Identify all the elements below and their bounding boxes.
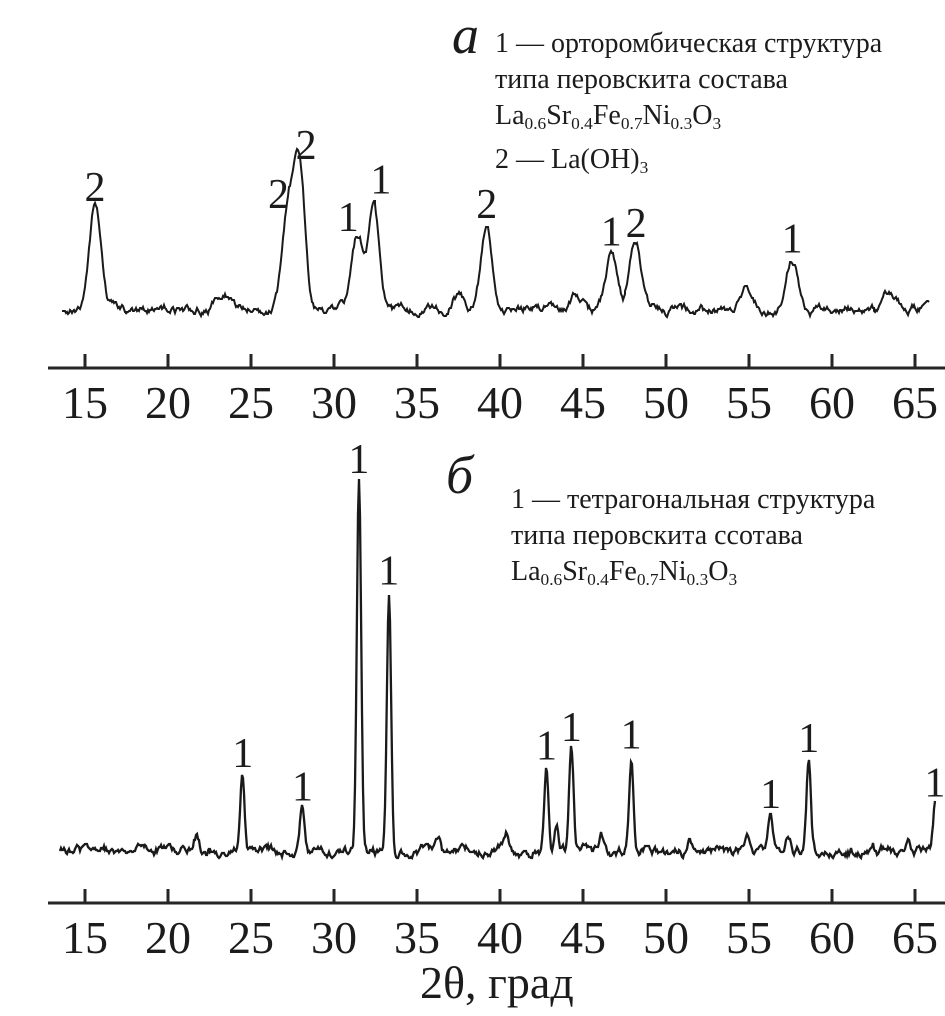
x-axis-tick-label: 30 [311,912,357,963]
x-axis-tick-label: 15 [62,377,108,428]
peak-label: 1 [370,158,391,204]
xrd-curve [62,147,930,320]
peak-label: 2 [84,165,105,211]
legend-text: Sr [546,100,572,131]
legend-text: типа перовскита состава [495,64,788,95]
x-axis-tick-label: 40 [477,377,523,428]
peak-label: 1 [782,217,803,263]
peak-label: 2 [268,172,289,218]
formula-subscript: 0.7 [636,569,659,589]
x-axis-tick-label: 60 [809,912,855,963]
legend-text: типа перовскита ссотава [511,520,803,551]
peak-label: 2 [626,201,647,247]
xrd-curve [58,478,937,862]
panel-label-b: б [446,445,474,505]
formula-subscript: 3 [712,113,722,133]
x-axis-tick-label: 35 [394,912,440,963]
peak-label: 1 [378,549,399,595]
formula-subscript: 3 [728,569,738,589]
legend-panel-b: 1 — тетрагональная структура типа перовск… [511,482,875,598]
peak-label: 1 [292,764,313,810]
formula-subscript: 0.6 [540,569,563,589]
x-axis-title: 2θ, град [420,957,574,1008]
legend-text: O [692,100,713,131]
legend-text: O [708,556,729,587]
x-axis-tick-label: 50 [643,377,689,428]
legend-text: 1 — тетрагональная структура [511,484,876,515]
x-axis-tick-label: 55 [726,377,772,428]
legend-text: Fe [608,556,637,587]
peak-label: 1 [798,716,819,762]
legend-line: La0.6Sr0.4Fe0.7Ni0.3O3 [511,554,875,598]
x-axis-tick-label: 30 [311,377,357,428]
legend-text: Ni [658,556,687,587]
peak-label: 1 [621,712,642,758]
panel-label-a: а [452,5,479,65]
legend-line: 1 — орторомбическая структура [495,26,882,62]
formula-subscript: 3 [639,157,649,177]
peak-label: 2 [296,123,317,169]
x-axis-tick-label: 20 [145,912,191,963]
formula-subscript: 0.3 [670,113,693,133]
x-axis-tick-label: 55 [726,912,772,963]
x-axis-tick-label: 40 [477,912,523,963]
legend-line: 2 — La(OH)3 [495,142,882,186]
legend-text: Sr [562,556,588,587]
legend-line: La0.6Sr0.4Fe0.7Ni0.3O3 [495,98,882,142]
x-axis-tick-label: 35 [394,377,440,428]
legend-text: Fe [592,100,621,131]
legend-line: 1 — тетрагональная структура [511,482,875,518]
peak-label: 1 [601,209,622,255]
formula-subscript: 0.4 [571,113,593,133]
peak-label: 1 [924,761,945,807]
x-axis-tick-label: 60 [809,377,855,428]
formula-subscript: 0.4 [587,569,609,589]
x-axis-tick-label: 15 [62,912,108,963]
x-axis-tick-label: 65 [892,912,938,963]
legend-text: 2 — La(OH) [495,143,640,175]
x-axis-tick-label: 20 [145,377,191,428]
x-axis-tick-label: 45 [560,912,606,963]
peak-label: 1 [232,731,253,777]
peak-label: 1 [338,195,359,241]
formula-subscript: 0.7 [620,113,643,133]
formula-subscript: 0.3 [686,569,709,589]
legend-text: La [511,556,541,587]
x-axis-tick-label: 45 [560,377,606,428]
legend-panel-a: 1 — орторомбическая структура типа перовс… [495,26,882,186]
peak-label: 1 [348,437,369,483]
x-axis-tick-label: 65 [892,377,938,428]
x-axis-tick-label: 50 [643,912,689,963]
x-axis-tick-label: 25 [228,377,274,428]
peak-label: 1 [561,705,582,751]
peak-label: 1 [536,723,557,769]
x-axis-tick-label: 25 [228,912,274,963]
legend-text: La [495,100,525,131]
peak-label: 1 [760,772,781,818]
legend-text: Ni [642,100,671,131]
legend-line: типа перовскита состава [495,62,882,98]
legend-text: 1 — орторомбическая структура [495,28,883,59]
legend-line: типа перовскита ссотава [511,518,875,554]
formula-subscript: 0.6 [524,113,547,133]
peak-label: 2 [476,182,497,228]
